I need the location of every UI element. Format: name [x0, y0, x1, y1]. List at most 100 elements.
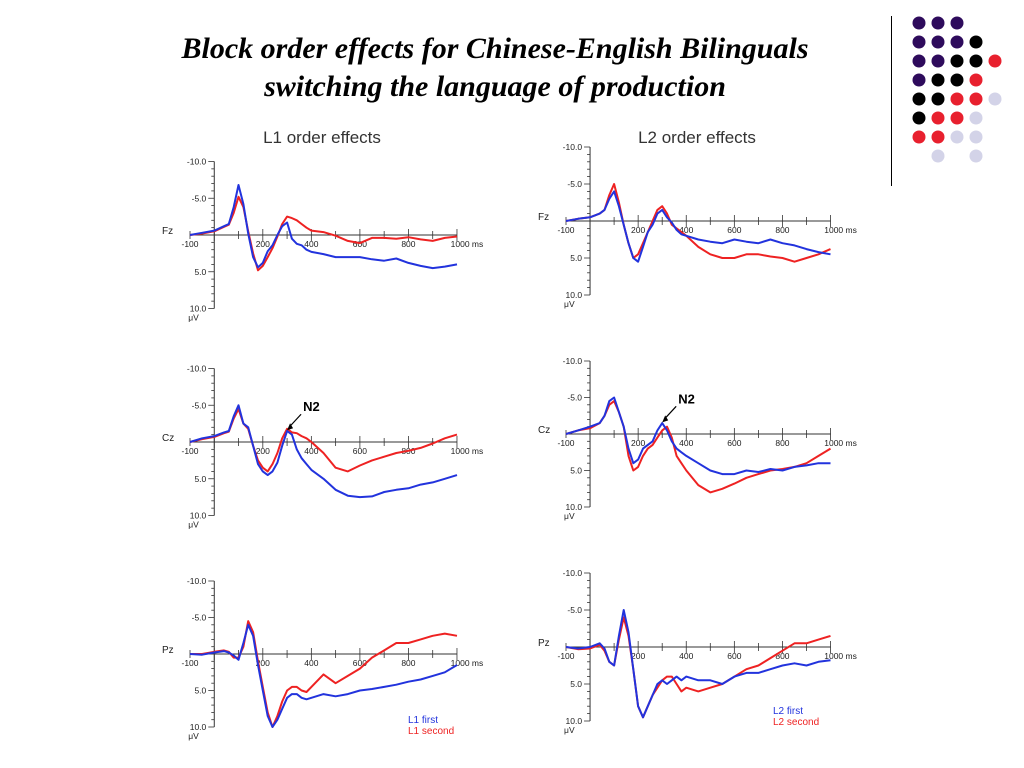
slide-title-line2: switching the language of production [264, 70, 726, 103]
x-tick-label: 600 [727, 225, 741, 235]
x-tick-label: 600 [353, 446, 367, 456]
y-tick-label: -5.0 [192, 193, 207, 203]
x-tick-label: 1000 ms [451, 446, 484, 456]
annotation-label: N2 [678, 391, 695, 406]
x-tick-label: -100 [181, 658, 198, 668]
series-line-first [189, 184, 458, 270]
x-tick-label: 200 [631, 225, 645, 235]
x-tick-label: 800 [401, 239, 415, 249]
y-tick-label: -10.0 [187, 576, 207, 586]
x-tick-label: -100 [557, 651, 574, 661]
x-tick-label: 800 [401, 658, 415, 668]
x-tick-label: 200 [256, 239, 270, 249]
series-line-first [189, 404, 458, 499]
y-tick-label: 10.0 [190, 511, 207, 521]
annotation-arrowhead [662, 415, 669, 423]
x-tick-label: -100 [181, 446, 198, 456]
y-tick-label: 10.0 [190, 722, 207, 732]
y-tick-label: -5.0 [567, 605, 582, 615]
chart-title: L1 order effects [263, 128, 381, 147]
x-tick-label: 400 [304, 658, 318, 668]
annotation-arrowhead [287, 423, 294, 431]
panel-fz: -10.0-5.05.010.0μV-100 200 400 600 800 1000 m… [162, 157, 483, 323]
x-tick-label: 400 [679, 225, 693, 235]
panel-fz: -10.0 -5.0 5.0 10.0μV -100 200 400 600 800 1000 m… [538, 142, 857, 309]
x-tick-label: 200 [631, 438, 645, 448]
series-line-second [565, 183, 831, 263]
electrode-label: Fz [538, 212, 549, 223]
y-tick-label: -10.0 [563, 142, 583, 152]
x-tick-label: 600 [353, 658, 367, 668]
electrode-label: Pz [162, 645, 174, 656]
electrode-label: Cz [538, 425, 550, 436]
x-tick-label: 400 [304, 446, 318, 456]
slide-title: Block order effects for Chinese-English … [110, 30, 880, 106]
series-line-second [565, 616, 831, 719]
legend-entry: L2 first [773, 706, 803, 717]
x-tick-label: -100 [557, 438, 574, 448]
y-tick-label: -5.0 [192, 613, 207, 623]
x-tick-label: -100 [557, 225, 574, 235]
x-tick-label: 800 [775, 438, 789, 448]
series-line-second [189, 195, 458, 272]
x-tick-label: 800 [775, 651, 789, 661]
panel-pz: -10.0 -5.0 5.0 10.0μV -100 200 400 600 800 1000 m… [538, 568, 857, 735]
y-tick-label: 5.0 [194, 686, 206, 696]
n2-annotation: N2 [662, 391, 695, 423]
x-tick-label: 200 [256, 658, 270, 668]
y-unit-label: μV [564, 299, 575, 309]
y-tick-label: 5.0 [570, 466, 582, 476]
x-tick-label: 1000 ms [824, 225, 857, 235]
y-unit-label: μV [564, 725, 575, 735]
x-tick-label: 1000 ms [824, 438, 857, 448]
y-tick-label: 5.0 [570, 253, 582, 263]
series-line-first [565, 609, 831, 719]
x-tick-label: 400 [679, 651, 693, 661]
legend-entry: L1 first [408, 715, 438, 726]
erp-chart-2: L2 order effects-10.0-5.05.010.0μV-100 20… [538, 128, 857, 735]
panel-cz: -10.0 -5.0 5.0 10.0μV -100 200 400 600 800 1000 m… [538, 356, 857, 521]
panel-cz: -10.0-5.05.010.0μV-100 200 400 600 800 1000 m… [162, 364, 483, 530]
x-tick-label: 200 [631, 651, 645, 661]
x-tick-label: 600 [727, 651, 741, 661]
y-tick-label: -5.0 [192, 400, 207, 410]
y-tick-label: 5.0 [194, 267, 206, 277]
y-tick-label: -10.0 [563, 568, 583, 578]
y-tick-label: -10.0 [187, 364, 207, 374]
x-tick-label: 200 [256, 446, 270, 456]
slide-title-line1: Block order effects for Chinese-English … [181, 32, 809, 65]
y-tick-label: -5.0 [567, 179, 582, 189]
annotation-label: N2 [303, 399, 320, 414]
decorative-divider [891, 16, 892, 186]
x-tick-label: -100 [181, 239, 198, 249]
x-tick-label: 800 [775, 225, 789, 235]
electrode-label: Pz [538, 638, 550, 649]
legend-entry: L2 second [773, 717, 819, 728]
y-unit-label: μV [188, 520, 199, 530]
y-tick-label: 10.0 [190, 304, 207, 314]
electrode-label: Fz [162, 226, 173, 237]
y-tick-label: 10.0 [566, 290, 583, 300]
x-tick-label: 1000 ms [824, 651, 857, 661]
x-tick-label: 400 [679, 438, 693, 448]
y-tick-label: -5.0 [567, 393, 582, 403]
series-line-second [190, 620, 458, 728]
y-unit-label: μV [188, 731, 199, 741]
x-tick-label: 400 [304, 239, 318, 249]
legend-entry: L1 second [408, 726, 454, 737]
series-line-first [565, 396, 831, 476]
y-tick-label: 5.0 [194, 474, 206, 484]
panel-pz: -10.0 -5.0 5.0 10.0μV -100 200 400 600 800 1000 m… [162, 576, 483, 741]
y-unit-label: μV [188, 313, 199, 323]
y-tick-label: 10.0 [566, 502, 583, 512]
chart-title: L2 order effects [638, 128, 756, 147]
series-line-first [189, 623, 458, 728]
electrode-label: Cz [162, 433, 174, 444]
y-tick-label: -10.0 [563, 356, 583, 366]
series-line-first [565, 190, 831, 263]
y-tick-label: 5.0 [570, 679, 582, 689]
y-unit-label: μV [564, 511, 575, 521]
series-line-second [189, 407, 458, 473]
x-tick-label: 600 [727, 438, 741, 448]
